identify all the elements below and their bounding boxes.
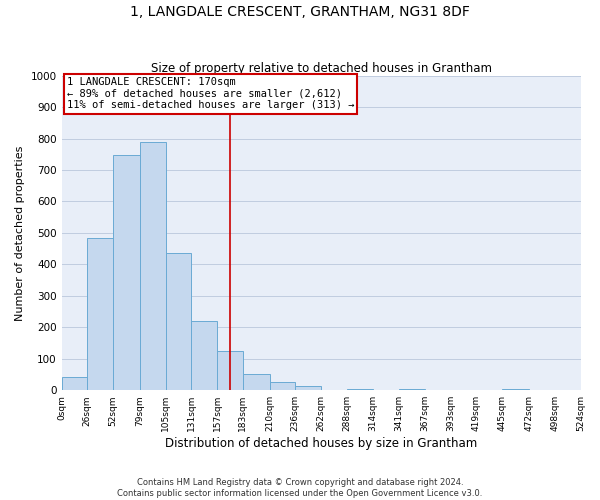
Bar xyxy=(347,388,373,390)
X-axis label: Distribution of detached houses by size in Grantham: Distribution of detached houses by size … xyxy=(165,437,477,450)
Text: Contains HM Land Registry data © Crown copyright and database right 2024.
Contai: Contains HM Land Registry data © Crown c… xyxy=(118,478,482,498)
Bar xyxy=(140,142,166,390)
Bar xyxy=(113,155,140,390)
Bar xyxy=(217,351,243,390)
Bar xyxy=(295,386,321,390)
Bar xyxy=(191,321,217,390)
Bar xyxy=(243,374,269,390)
Bar xyxy=(87,238,113,390)
Y-axis label: Number of detached properties: Number of detached properties xyxy=(15,146,25,320)
Title: Size of property relative to detached houses in Grantham: Size of property relative to detached ho… xyxy=(151,62,491,74)
Bar xyxy=(62,377,87,390)
Text: 1 LANGDALE CRESCENT: 170sqm
← 89% of detached houses are smaller (2,612)
11% of : 1 LANGDALE CRESCENT: 170sqm ← 89% of det… xyxy=(67,77,354,110)
Text: 1, LANGDALE CRESCENT, GRANTHAM, NG31 8DF: 1, LANGDALE CRESCENT, GRANTHAM, NG31 8DF xyxy=(130,5,470,19)
Bar xyxy=(166,253,191,390)
Bar xyxy=(269,382,295,390)
